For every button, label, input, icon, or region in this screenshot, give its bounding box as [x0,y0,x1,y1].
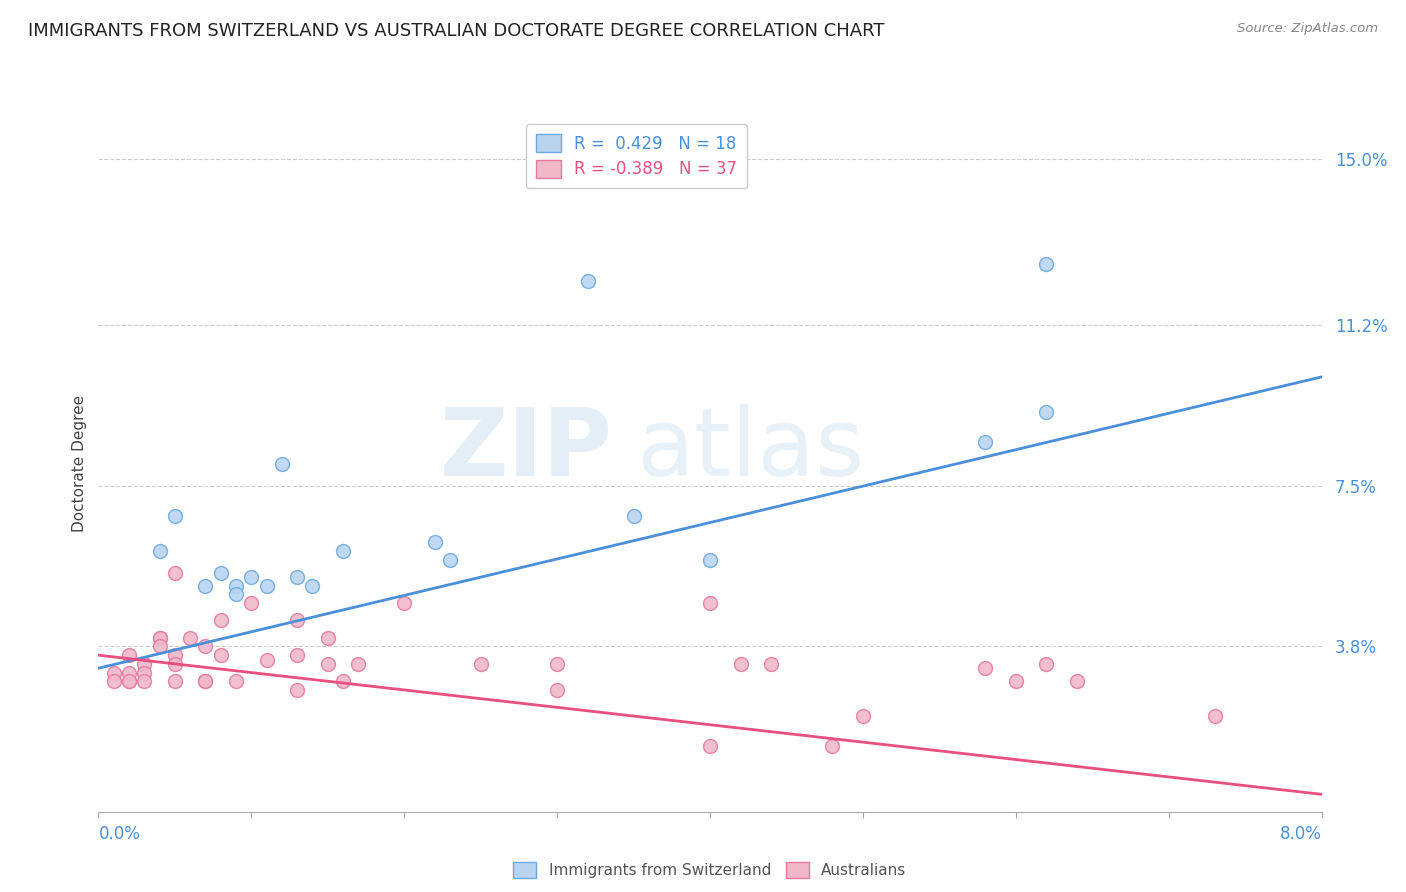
Point [332,674,354,689]
Point [316,657,339,671]
Point [134,665,156,680]
Point [974,435,997,450]
Point [149,631,172,645]
Point [699,739,721,754]
Point [179,631,201,645]
Text: 0.0%: 0.0% [98,825,141,843]
Y-axis label: Doctorate Degree: Doctorate Degree [72,395,87,533]
Point [194,579,217,593]
Point [209,648,232,662]
Text: atlas: atlas [637,404,865,496]
Point [1004,674,1026,689]
Point [699,552,721,566]
Text: ZIP: ZIP [439,404,612,496]
Point [240,596,263,610]
Text: IMMIGRANTS FROM SWITZERLAND VS AUSTRALIAN DOCTORATE DEGREE CORRELATION CHART: IMMIGRANTS FROM SWITZERLAND VS AUSTRALIA… [28,22,884,40]
Point [285,683,308,698]
Point [285,570,308,584]
Point [163,508,186,523]
Point [470,657,492,671]
Point [225,587,247,601]
Point [256,652,278,666]
Point [285,648,308,662]
Point [149,640,172,654]
Point [576,274,599,288]
Point [256,579,278,593]
Point [163,657,186,671]
Text: Source: ZipAtlas.com: Source: ZipAtlas.com [1237,22,1378,36]
Point [149,544,172,558]
Point [332,544,354,558]
Point [194,640,217,654]
Point [225,674,247,689]
Point [209,566,232,580]
Point [1066,674,1088,689]
Point [118,674,141,689]
Point [270,457,294,471]
Point [134,674,156,689]
Point [163,648,186,662]
Point [209,614,232,628]
Point [1035,257,1057,271]
Point [194,674,217,689]
Point [316,631,339,645]
Point [118,674,141,689]
Point [240,570,263,584]
Point [423,535,446,549]
Point [118,648,141,662]
Legend: Immigrants from Switzerland, Australians: Immigrants from Switzerland, Australians [505,853,915,888]
Point [103,674,125,689]
Text: 8.0%: 8.0% [1279,825,1322,843]
Point [285,614,308,628]
Point [134,657,156,671]
Point [821,739,844,754]
Point [623,508,645,523]
Point [1204,709,1226,723]
Point [163,566,186,580]
Point [852,709,875,723]
Point [546,657,568,671]
Point [103,665,125,680]
Point [149,631,172,645]
Point [163,674,186,689]
Point [1035,405,1057,419]
Point [759,657,782,671]
Point [974,661,997,675]
Point [730,657,752,671]
Point [225,579,247,593]
Point [1035,657,1057,671]
Point [546,683,568,698]
Point [439,552,461,566]
Point [392,596,416,610]
Point [347,657,370,671]
Point [301,579,323,593]
Point [118,665,141,680]
Point [194,674,217,689]
Point [699,596,721,610]
